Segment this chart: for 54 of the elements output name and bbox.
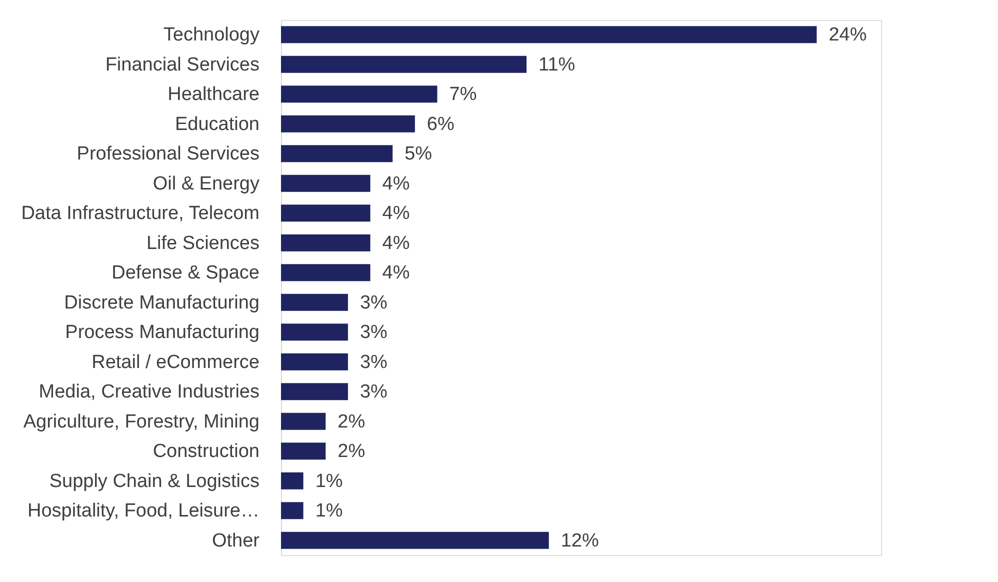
bar [281, 412, 326, 430]
data-label: 3% [360, 352, 388, 373]
data-label: 4% [382, 203, 410, 224]
bar [281, 264, 370, 282]
bar [281, 86, 438, 103]
y-tick-label: Technology [163, 24, 260, 46]
data-label: 4% [382, 262, 410, 284]
y-tick-label: Supply Chain & Logistics [49, 470, 260, 492]
data-label: 3% [360, 322, 388, 344]
y-tick-label: Oil & Energy [152, 173, 260, 194]
bar [281, 115, 415, 132]
data-label: 3% [360, 292, 388, 314]
bar [281, 532, 549, 549]
y-tick-label: Construction [152, 441, 260, 462]
y-tick-label: Process Manufacturing [65, 322, 260, 344]
bar [281, 472, 304, 490]
bar [281, 442, 326, 460]
y-tick-label: Professional Services [76, 144, 260, 165]
data-label: 5% [404, 144, 432, 165]
bar [281, 145, 393, 162]
bar [281, 324, 348, 341]
y-tick-label: Hospitality, Food, Leisure… [28, 500, 260, 522]
bar [281, 294, 348, 311]
y-tick-label: Agriculture, Forestry, Mining [23, 411, 260, 432]
y-tick-label: Discrete Manufacturing [64, 292, 260, 314]
y-tick-label: Other [212, 530, 260, 552]
data-label: 6% [426, 114, 454, 135]
y-tick-label: Life Sciences [146, 232, 260, 254]
y-tick-label: Retail / eCommerce [92, 352, 260, 373]
y-tick-label: Data Infrastructure, Telecom [21, 203, 260, 224]
bar [281, 353, 348, 370]
data-label: 4% [382, 232, 410, 254]
bar [281, 383, 348, 400]
data-label: 12% [560, 530, 599, 552]
data-label: 1% [315, 470, 343, 492]
data-label: 2% [338, 441, 366, 462]
data-label: 11% [538, 54, 576, 76]
data-label: 2% [338, 411, 366, 432]
bar [281, 26, 817, 44]
data-label: 4% [382, 173, 410, 194]
y-tick-label: Financial Services [105, 54, 260, 76]
bar [281, 234, 370, 252]
bar [281, 56, 527, 73]
data-label: 3% [360, 382, 388, 403]
y-tick-label: Education [174, 114, 260, 135]
y-tick-label: Healthcare [168, 84, 260, 106]
y-tick-label: Media, Creative Industries [38, 382, 260, 403]
y-tick-label: Defense & Space [112, 262, 260, 284]
bar [281, 502, 304, 520]
data-label: 24% [828, 24, 867, 46]
data-label: 1% [315, 500, 343, 522]
data-label: 7% [449, 84, 477, 106]
bar [281, 204, 370, 222]
bar [281, 174, 370, 192]
